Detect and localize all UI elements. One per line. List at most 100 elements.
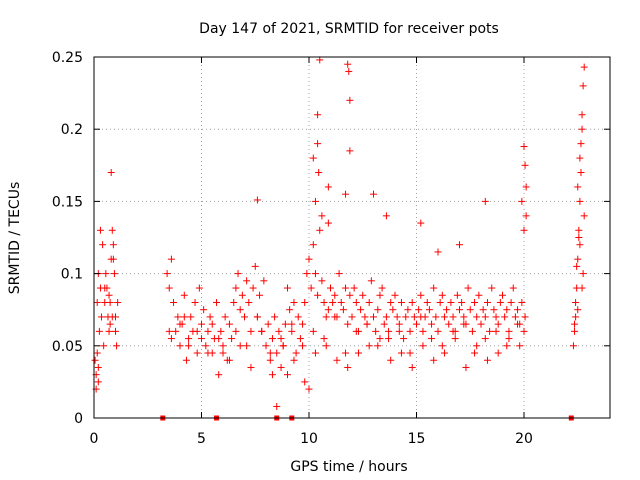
data-point — [576, 197, 584, 205]
data-point — [483, 298, 491, 306]
data-point — [200, 306, 208, 314]
data-point — [462, 363, 470, 371]
data-point — [266, 349, 274, 357]
data-point — [225, 320, 233, 328]
data-point — [185, 335, 193, 343]
data-point — [251, 262, 259, 270]
data-point — [503, 342, 511, 350]
data-point — [311, 270, 319, 278]
data-point — [514, 320, 522, 328]
data-point — [93, 298, 101, 306]
data-point — [571, 327, 579, 335]
data-point — [106, 298, 114, 306]
data-point — [494, 349, 502, 357]
data-point — [180, 313, 188, 321]
data-point — [277, 363, 285, 371]
data-point — [204, 327, 212, 335]
data-point — [572, 298, 580, 306]
data-point — [100, 342, 108, 350]
data-point — [393, 313, 401, 321]
data-point — [395, 320, 403, 328]
data-point — [458, 298, 466, 306]
data-point — [440, 349, 448, 357]
data-point — [109, 255, 117, 263]
data-point — [496, 298, 504, 306]
data-point — [324, 219, 332, 227]
data-point — [456, 241, 463, 249]
x-tick-label: 10 — [300, 431, 318, 447]
data-point — [315, 169, 323, 177]
data-point — [385, 327, 393, 335]
data-point — [397, 349, 405, 357]
data-point — [350, 284, 358, 292]
data-point — [447, 298, 455, 306]
data-point — [292, 349, 300, 357]
data-point — [98, 313, 106, 321]
data-point — [372, 327, 380, 335]
data-point — [268, 371, 276, 379]
data-point — [301, 298, 309, 306]
data-point — [299, 342, 307, 350]
data-point — [303, 270, 311, 278]
data-point — [365, 298, 373, 306]
y-tick-label: 0.1 — [61, 267, 83, 283]
data-point — [509, 284, 517, 292]
data-point — [488, 284, 496, 292]
data-point — [94, 378, 102, 386]
x-tick-label: 5 — [197, 431, 206, 447]
data-point — [428, 320, 436, 328]
data-point — [575, 234, 583, 241]
data-point — [215, 371, 223, 379]
data-point — [316, 56, 324, 64]
data-point — [225, 356, 233, 364]
data-point — [430, 284, 438, 292]
data-point — [370, 313, 377, 321]
data-point — [434, 248, 442, 256]
y-tick-label: 0.05 — [52, 339, 83, 355]
data-point — [410, 313, 418, 321]
data-point — [339, 306, 347, 314]
data-point — [579, 82, 587, 90]
data-point — [309, 241, 317, 249]
data-point — [167, 255, 175, 263]
data-point — [314, 140, 322, 148]
data-point — [423, 298, 431, 306]
data-point — [333, 356, 341, 364]
data-point — [483, 356, 491, 364]
data-point — [468, 327, 476, 335]
data-point — [327, 284, 334, 292]
data-point — [580, 212, 588, 220]
data-point — [357, 306, 365, 314]
data-point — [206, 313, 214, 321]
data-point — [389, 306, 397, 314]
data-point — [577, 169, 585, 177]
data-point — [466, 306, 474, 314]
data-point — [573, 262, 581, 270]
data-point — [286, 306, 294, 314]
data-point — [198, 320, 205, 328]
data-point — [243, 277, 251, 285]
data-point — [232, 284, 240, 292]
data-point — [514, 306, 522, 314]
data-point — [258, 327, 266, 335]
plot-frame — [93, 56, 611, 419]
data-point — [101, 284, 109, 292]
data-point — [477, 320, 485, 328]
grid-layer — [94, 57, 610, 418]
data-point — [438, 342, 446, 350]
data-point — [430, 356, 438, 364]
data-point — [311, 349, 319, 357]
data-point — [275, 327, 283, 335]
data-point — [490, 306, 498, 314]
data-point — [473, 313, 481, 321]
data-point — [518, 298, 526, 306]
x-tick-label: 20 — [515, 431, 533, 447]
data-point — [445, 320, 453, 328]
data-point — [174, 313, 182, 321]
data-point — [165, 327, 173, 335]
data-point — [475, 291, 483, 299]
data-point — [208, 320, 216, 328]
data-point — [520, 327, 528, 335]
data-point — [271, 313, 279, 321]
data-point — [288, 327, 296, 335]
